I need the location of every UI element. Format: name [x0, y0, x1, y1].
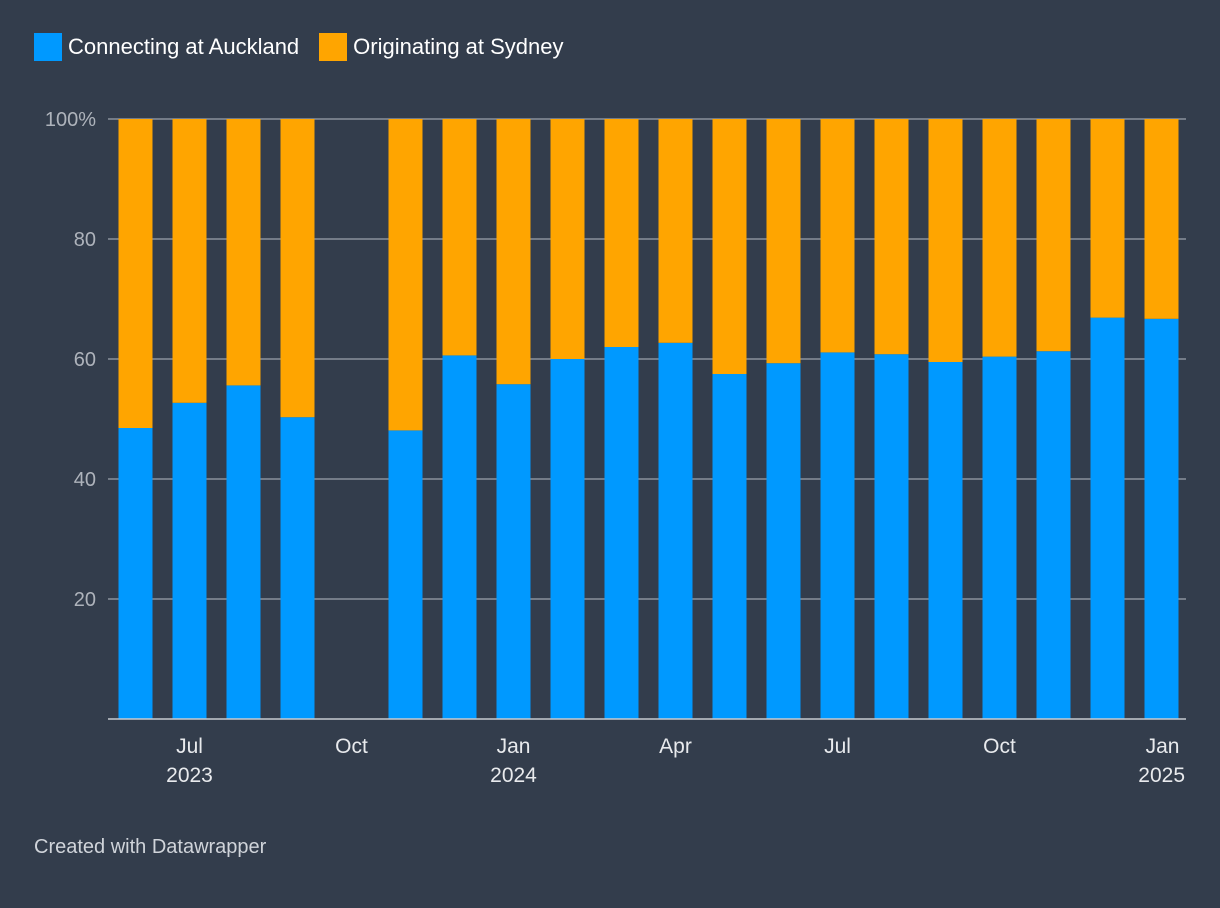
chart-legend: Connecting at Auckland Originating at Syd…	[34, 33, 564, 61]
legend-item: Connecting at Auckland	[34, 33, 299, 61]
bar-connecting-auckland	[496, 384, 531, 719]
bar-connecting-auckland	[982, 356, 1017, 719]
y-tick-label: 100%	[45, 109, 96, 131]
bar-originating-sydney	[388, 119, 423, 431]
bar-originating-sydney	[604, 119, 639, 347]
bar-connecting-auckland	[280, 417, 315, 719]
bar-originating-sydney	[442, 119, 477, 356]
bar-connecting-auckland	[442, 355, 477, 719]
bar-originating-sydney	[766, 119, 801, 364]
bar-connecting-auckland	[1144, 318, 1179, 719]
footer-credit: Created with Datawrapper	[34, 836, 267, 858]
bar-originating-sydney	[496, 119, 531, 385]
x-tick-month-label: Oct	[983, 735, 1016, 758]
bar-connecting-auckland	[766, 363, 801, 719]
bar-originating-sydney	[1036, 119, 1071, 352]
x-tick-year-label: 2024	[490, 764, 537, 787]
x-tick-month-label: Jan	[1146, 735, 1180, 758]
legend-item: Originating at Sydney	[319, 33, 564, 61]
bar-connecting-auckland	[172, 402, 207, 719]
bar-connecting-auckland	[658, 342, 693, 719]
bar-originating-sydney	[280, 119, 315, 418]
legend-label: Connecting at Auckland	[68, 34, 300, 59]
bar-originating-sydney	[550, 119, 585, 359]
legend-swatch	[319, 33, 348, 61]
bar-connecting-auckland	[712, 374, 747, 719]
bar-connecting-auckland	[1036, 351, 1071, 719]
bar-connecting-auckland	[550, 359, 585, 719]
bar-connecting-auckland	[1090, 317, 1125, 719]
bar-originating-sydney	[982, 119, 1017, 357]
y-tick-label: 20	[74, 589, 96, 611]
bar-originating-sydney	[172, 119, 207, 403]
x-tick-month-label: Apr	[659, 735, 692, 758]
y-tick-label: 60	[74, 349, 96, 371]
x-tick-year-label: 2025	[1138, 764, 1185, 787]
bar-connecting-auckland	[928, 362, 963, 719]
bar-connecting-auckland	[118, 428, 153, 719]
bar-originating-sydney	[658, 119, 693, 343]
x-tick-month-label: Jan	[497, 735, 531, 758]
x-tick-year-label: 2023	[166, 764, 213, 787]
legend-label: Originating at Sydney	[353, 34, 564, 59]
bar-originating-sydney	[874, 119, 909, 355]
bar-connecting-auckland	[874, 354, 909, 719]
x-tick-month-label: Oct	[335, 735, 368, 758]
bar-originating-sydney	[118, 119, 153, 428]
bar-connecting-auckland	[388, 430, 423, 719]
bar-connecting-auckland	[820, 352, 855, 719]
x-tick-month-label: Jul	[824, 735, 851, 758]
legend-swatch	[34, 33, 62, 61]
y-tick-label: 40	[74, 469, 96, 491]
bar-originating-sydney	[712, 119, 747, 374]
x-tick-month-label: Jul	[176, 735, 203, 758]
bar-originating-sydney	[1090, 119, 1125, 318]
bar-connecting-auckland	[226, 385, 261, 719]
bar-originating-sydney	[226, 119, 261, 386]
bar-originating-sydney	[1144, 119, 1179, 319]
bar-connecting-auckland	[604, 347, 639, 719]
y-tick-label: 80	[74, 229, 96, 251]
bar-originating-sydney	[928, 119, 963, 362]
bar-originating-sydney	[820, 119, 855, 353]
